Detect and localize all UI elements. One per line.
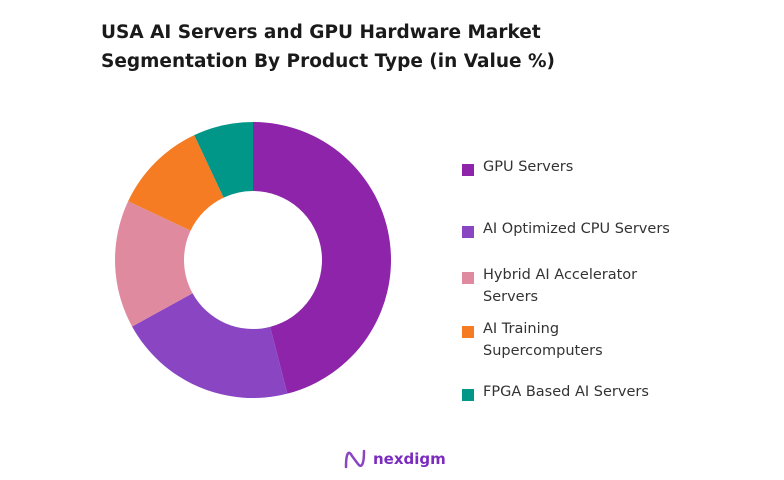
legend-swatch	[462, 389, 474, 401]
slice-hybrid-ai-accelerator-servers	[115, 201, 193, 327]
legend-label: AI Training Supercomputers	[483, 318, 723, 362]
legend-swatch	[462, 164, 474, 176]
legend-label-line: Supercomputers	[483, 343, 603, 359]
chart-title: USA AI Servers and GPU Hardware Market S…	[101, 18, 555, 76]
title-line-2: Segmentation By Product Type (in Value %…	[101, 51, 555, 72]
legend-label: FPGA Based AI Servers	[483, 381, 723, 403]
legend-label-line: FPGA Based AI Servers	[483, 384, 649, 400]
legend-label-line: AI Optimized CPU Servers	[483, 221, 670, 237]
legend-swatch	[462, 272, 474, 284]
slice-fpga-based-ai-servers	[194, 122, 253, 198]
legend-swatch	[462, 326, 474, 338]
slice-ai-training-supercomputers	[128, 135, 224, 231]
legend-label: GPU Servers	[483, 156, 723, 178]
legend-label-line: GPU Servers	[483, 159, 574, 175]
brand-logo: nexdigm	[343, 448, 446, 470]
legend-swatch	[462, 226, 474, 238]
legend-label: Hybrid AI Accelerator Servers	[483, 264, 723, 308]
legend-label-line: Servers	[483, 289, 539, 305]
slice-ai-optimized-cpu-servers	[132, 293, 288, 398]
nexdigm-logo-icon	[344, 449, 366, 469]
legend-label-line: Hybrid AI Accelerator	[483, 267, 638, 283]
legend-label: AI Optimized CPU Servers	[483, 218, 723, 240]
title-line-1: USA AI Servers and GPU Hardware Market	[101, 22, 541, 43]
brand-name: nexdigm	[373, 450, 446, 468]
slice-gpu-servers	[253, 122, 392, 394]
legend-label-line: AI Training	[483, 321, 560, 337]
